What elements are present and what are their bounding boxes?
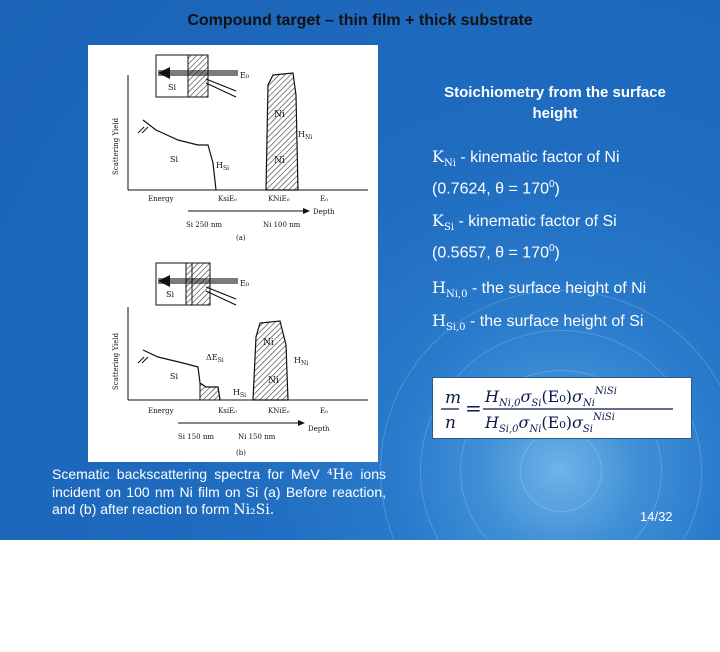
si-spectrum-a <box>142 119 217 191</box>
ni-region-label-b: Ni <box>268 376 279 386</box>
ni-peak-a <box>265 72 299 191</box>
panel-a: E₀ Si Scattering Yield Ni Ni HNi HSi Si … <box>112 54 368 242</box>
definition-h-si: HSi,0 - the surface height of Si <box>432 311 644 334</box>
ni-depth-label-a: Ni 100 nm <box>263 221 301 229</box>
backscattering-figure: E₀ Si Scattering Yield Ni Ni HNi HSi Si … <box>88 45 378 462</box>
definition-k-si: KSi - kinematic factor of Si <box>432 211 617 234</box>
formula-numerator: HNi,0σSi(E₀)σNiNiSi <box>484 386 617 409</box>
panel-label-a: (a) <box>236 234 246 242</box>
si-label-b: Si <box>166 290 174 299</box>
ni-peak-label-a2: Ni <box>274 156 285 166</box>
hsi-label-a: HSi <box>216 161 229 172</box>
definition-h-ni: HNi,0 - the surface height of Ni <box>432 278 647 301</box>
si-depth-label-b: Si 150 nm <box>178 433 214 441</box>
ksi-e0-label-a: KsiE₀ <box>218 195 237 203</box>
stoichiometry-heading: Stoichiometry from the surface height <box>444 84 666 122</box>
kni-e0-label-a: KNiE₀ <box>268 195 290 203</box>
depth-label-a: Depth <box>313 208 335 216</box>
formula-equals: = <box>465 396 482 420</box>
energy-label-a: Energy <box>148 195 174 203</box>
si-depth-label-a: Si 250 nm <box>186 221 222 229</box>
y-axis-label-a: Scattering Yield <box>112 117 120 175</box>
formula-m: m <box>445 388 461 408</box>
desi-label-b: ΔESi <box>206 353 224 364</box>
panel-b: E₀ Si Scattering Yield Ni Ni HNi HSi ΔES… <box>112 262 368 457</box>
hni-label-b: HNi <box>294 356 308 367</box>
si-in-silicide-b <box>199 382 221 401</box>
water-ripple <box>520 430 602 512</box>
stoichiometry-formula: m n = HNi,0σSi(E₀)σNiNiSi HSi,0σNi(E₀)σS… <box>432 377 692 439</box>
ksi-e0-label-b: KsiE₀ <box>218 407 237 415</box>
si-region-label-b: Si <box>170 372 178 381</box>
ni-peak-label-b: Ni <box>263 338 274 348</box>
definition-k-ni: KNi - kinematic factor of Ni <box>432 147 620 170</box>
beam-arrowhead-b <box>158 275 170 287</box>
si-label-a: Si <box>168 83 176 92</box>
energy-label-b: Energy <box>148 407 174 415</box>
definition-k-ni-value: (0.7624, θ = 1700) <box>432 179 560 198</box>
beam-arrowhead-a <box>158 67 170 79</box>
y-axis-label-b: Scattering Yield <box>112 332 120 390</box>
depth-label-b: Depth <box>308 425 330 433</box>
ni-peak-b <box>252 320 289 401</box>
panel-label-b: (b) <box>236 449 246 457</box>
formula-denominator: HSi,0σNi(E₀)σSiNiSi <box>484 412 615 435</box>
ni-depth-label-b: Ni 150 nm <box>238 433 276 441</box>
page-number: 14/32 <box>640 509 673 524</box>
e0-label-b: E₀ <box>240 279 249 288</box>
e0-axis-label-a: E₀ <box>320 195 328 203</box>
kni-e0-label-b: KNiE₀ <box>268 407 290 415</box>
slide-title: Compound target – thin film + thick subs… <box>187 12 533 29</box>
formula-n: n <box>445 413 456 433</box>
hni-label-a: HNi <box>298 130 312 141</box>
definition-k-si-value: (0.5657, θ = 1700) <box>432 243 560 262</box>
hsi-label-b: HSi <box>233 388 246 399</box>
figure-caption: Scematic backscattering spectra for MeV … <box>52 466 386 518</box>
si-region-label-a: Si <box>170 155 178 164</box>
backscattering-figure-svg: E₀ Si Scattering Yield Ni Ni HNi HSi Si … <box>112 54 368 457</box>
e0-axis-label-b: E₀ <box>320 407 328 415</box>
ni-peak-label-a: Ni <box>274 110 285 120</box>
e0-label-a: E₀ <box>240 71 249 80</box>
